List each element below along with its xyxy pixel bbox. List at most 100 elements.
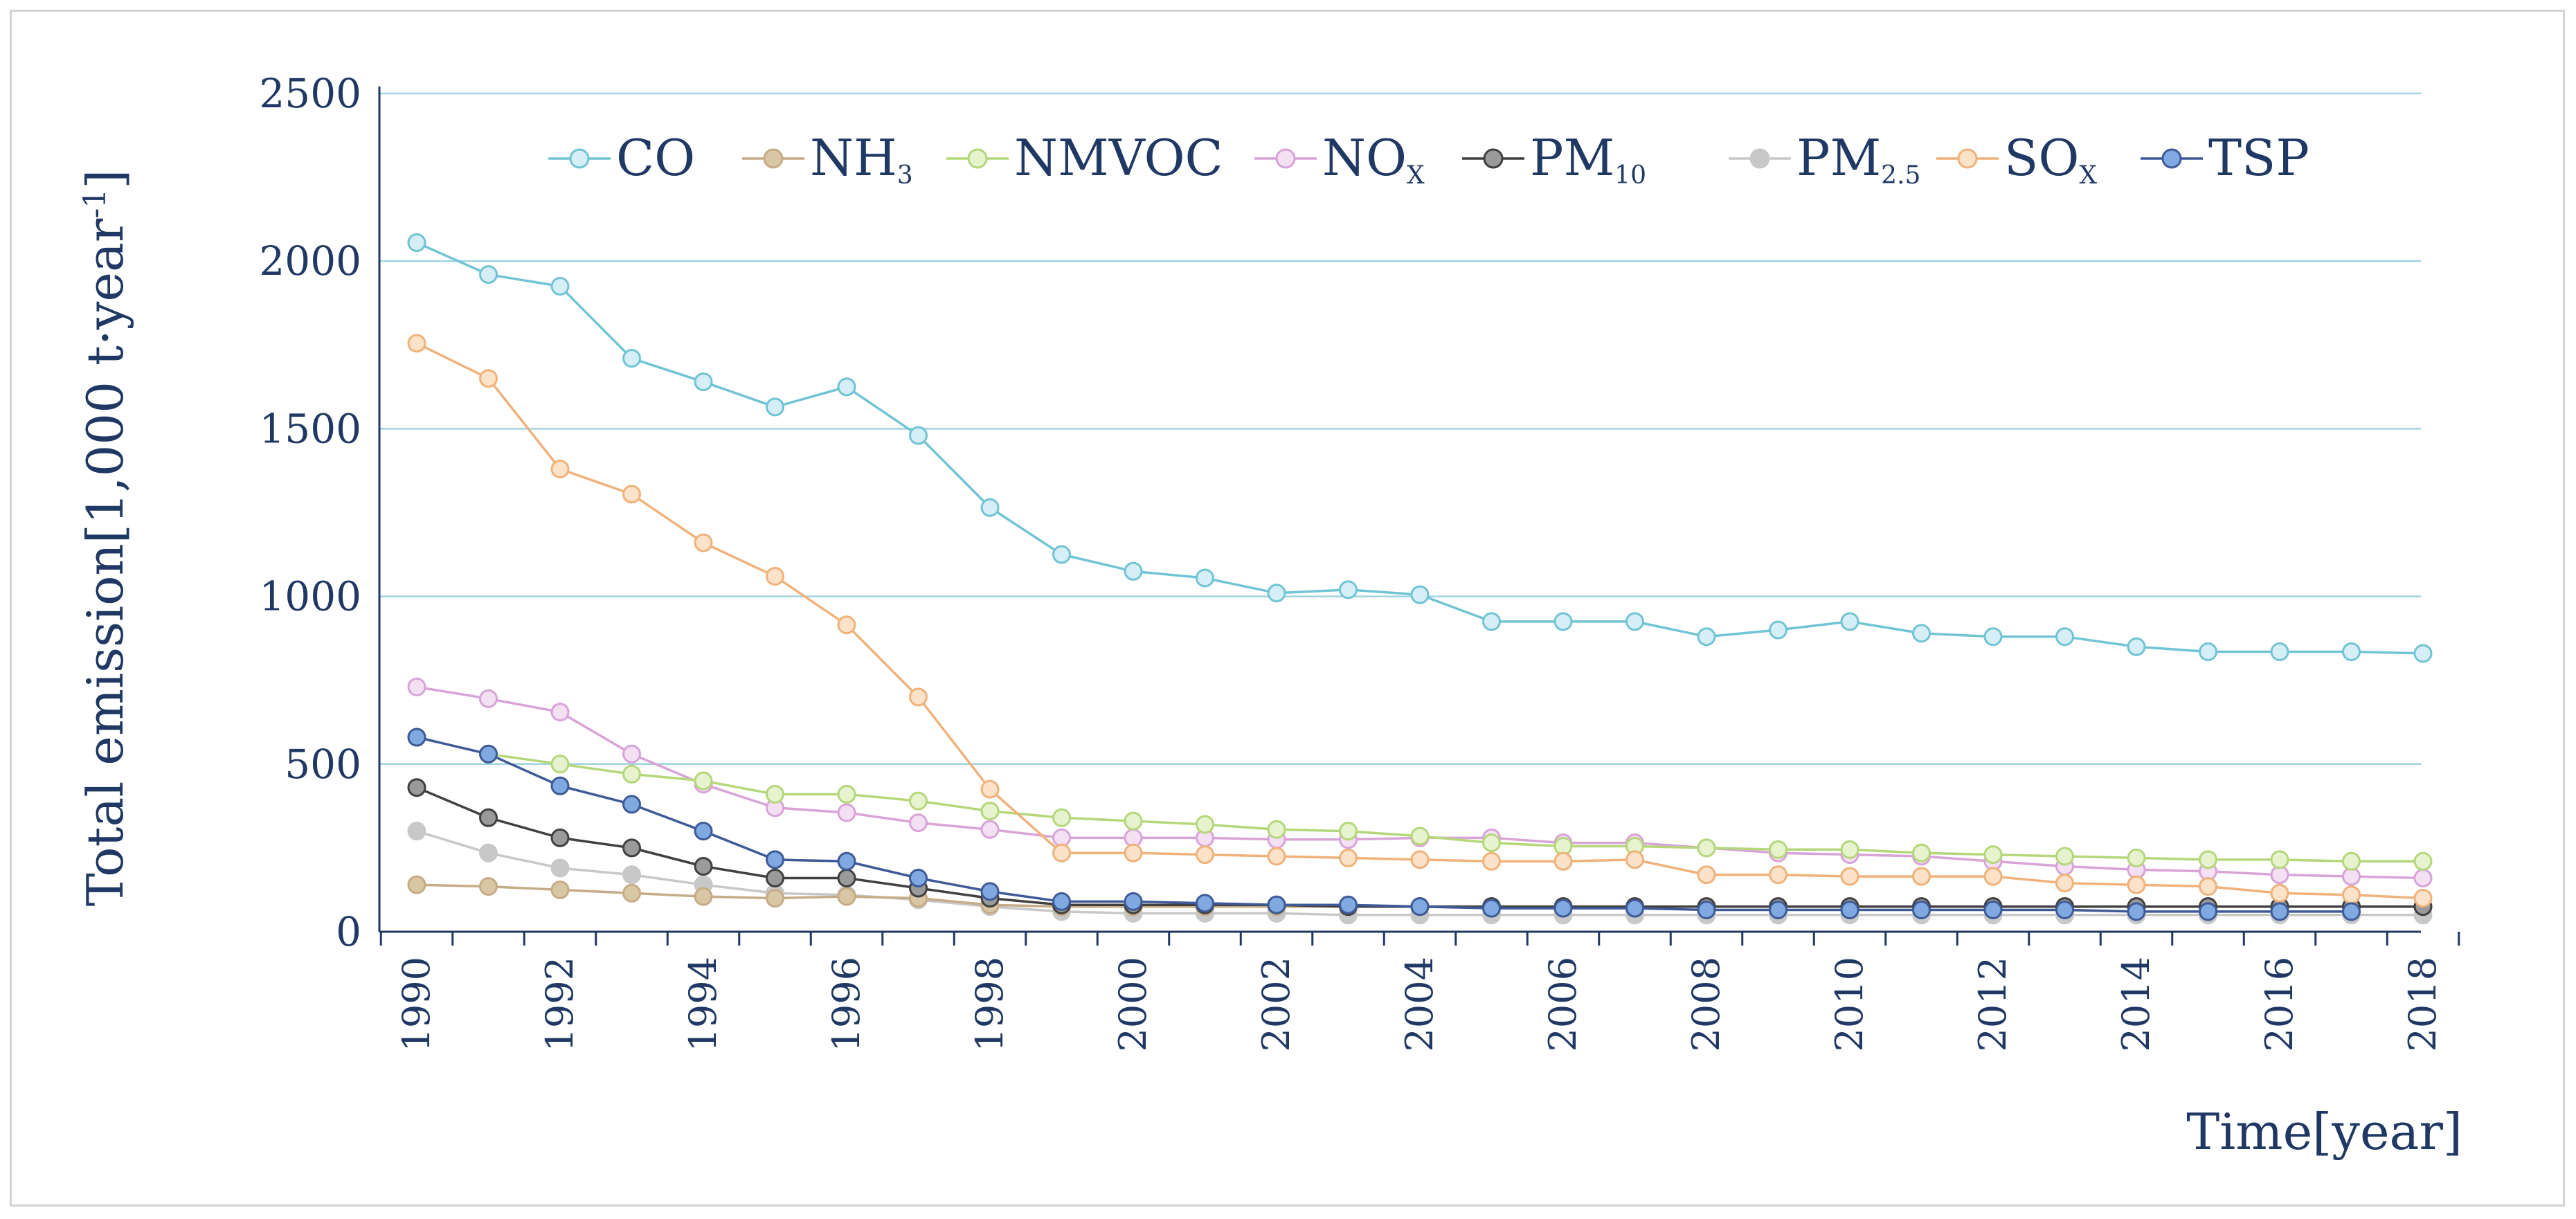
- legend-label-sub: X: [2079, 161, 2097, 190]
- legend-marker: [967, 148, 988, 169]
- data-point-nmvoc-2016: [2270, 850, 2289, 869]
- data-point-nmvoc-1998: [980, 802, 1000, 821]
- legend-marker: [569, 148, 590, 169]
- data-point-pm10-1992: [550, 828, 570, 847]
- data-point-sox-1992: [550, 460, 570, 479]
- data-point-tsp-2004: [1410, 897, 1430, 916]
- data-point-sox-2018: [2413, 889, 2433, 908]
- data-point-tsp-2014: [2127, 902, 2146, 921]
- data-point-nmvoc-1992: [550, 755, 570, 774]
- data-point-co-2007: [1625, 612, 1644, 631]
- data-point-nmvoc-2011: [1912, 843, 1931, 863]
- data-point-sox-2001: [1196, 845, 1214, 865]
- data-point-co-1998: [980, 498, 1000, 517]
- data-point-nmvoc-2002: [1267, 820, 1286, 839]
- data-point-sox-2009: [1769, 865, 1787, 885]
- x-tick-label-1994: 1994: [681, 957, 725, 1051]
- legend: CO NH3 NMVOC NOX PM10 PM2.5 SOX TSP: [548, 129, 2309, 190]
- data-point-pm10-1991: [479, 808, 498, 827]
- legend-label-main: CO: [616, 129, 695, 187]
- data-point-tsp-2015: [2199, 902, 2217, 921]
- legend-item-tsp: TSP: [2141, 129, 2309, 187]
- data-point-tsp-2011: [1912, 901, 1931, 920]
- data-point-nmvoc-1996: [837, 784, 856, 804]
- data-point-pm10-1993: [622, 838, 641, 858]
- gridlines: [379, 92, 2421, 766]
- data-point-nmvoc-2001: [1196, 815, 1214, 834]
- chart-frame: 0 500 1000 1500 2000 2500 1990 1992 1994 1996 1998…: [10, 10, 2565, 1207]
- data-point-co-1994: [694, 372, 713, 392]
- data-point-sox-2013: [2055, 874, 2074, 893]
- data-point-pm2-5-1991: [479, 843, 498, 863]
- data-point-nh3-1994: [694, 887, 713, 906]
- data-point-tsp-2005: [1482, 899, 1501, 918]
- x-tick-label-1990: 1990: [395, 957, 438, 1051]
- data-point-co-2004: [1410, 585, 1430, 604]
- data-point-sox-2003: [1339, 848, 1358, 867]
- data-point-nh3-1995: [766, 889, 784, 908]
- series-line-sox: [416, 342, 2424, 900]
- data-point-tsp-1991: [479, 744, 498, 764]
- data-point-tsp-1997: [909, 868, 928, 887]
- data-point-nmvoc-2010: [1840, 840, 1859, 859]
- legend-label-sub: X: [1407, 161, 1425, 190]
- data-point-tsp-1992: [550, 776, 570, 795]
- data-point-nmvoc-2003: [1339, 822, 1358, 841]
- data-point-tsp-2009: [1769, 901, 1787, 920]
- data-point-nh3-1996: [837, 887, 856, 906]
- y-axis-title-sup: -1: [78, 189, 113, 219]
- data-point-tsp-2006: [1553, 899, 1573, 918]
- data-point-tsp-2013: [2055, 901, 2074, 920]
- x-tick-label-2006: 2006: [1541, 957, 1585, 1051]
- data-point-co-2017: [2342, 642, 2361, 662]
- data-point-pm10-1996: [837, 868, 856, 887]
- data-point-pm10-1995: [766, 868, 784, 887]
- data-point-tsp-2003: [1339, 895, 1358, 914]
- data-point-sox-1996: [837, 615, 856, 635]
- data-point-nmvoc-1995: [766, 784, 784, 804]
- data-point-nox-1990: [407, 677, 426, 696]
- y-tick-label-1000: 1000: [259, 573, 361, 620]
- data-point-co-1993: [622, 349, 641, 368]
- legend-label-tsp: TSP: [2208, 129, 2309, 187]
- data-point-sox-2006: [1553, 851, 1573, 871]
- data-point-co-2003: [1339, 580, 1358, 599]
- x-tick-label-2004: 2004: [1398, 957, 1441, 1051]
- data-point-co-2012: [1983, 627, 2003, 647]
- data-point-nmvoc-2009: [1769, 840, 1787, 859]
- data-point-co-2005: [1482, 612, 1501, 631]
- data-point-tsp-1995: [766, 850, 784, 869]
- series-nmvoc: [407, 728, 2433, 871]
- legend-label-co: CO: [616, 129, 695, 187]
- y-tick-label-500: 500: [285, 741, 361, 788]
- legend-label-main: NMVOC: [1014, 129, 1223, 187]
- data-point-nox-1997: [909, 813, 928, 833]
- data-point-sox-2016: [2270, 883, 2289, 903]
- data-point-co-1990: [407, 233, 426, 253]
- legend-label-nmvoc: NMVOC: [1014, 129, 1223, 187]
- data-point-nh3-1993: [622, 883, 641, 903]
- emission-line-chart: 0 500 1000 1500 2000 2500 1990 1992 1994 1996 1998…: [76, 70, 2462, 1161]
- data-point-tsp-1996: [837, 851, 856, 871]
- x-tick-label-1996: 1996: [825, 957, 868, 1051]
- legend-label-pm10: PM10: [1530, 129, 1646, 190]
- data-point-co-1992: [550, 277, 570, 296]
- data-point-nmvoc-2004: [1410, 827, 1430, 846]
- data-point-sox-1999: [1052, 843, 1071, 863]
- data-point-co-2011: [1912, 624, 1931, 643]
- data-point-pm10-1994: [694, 857, 713, 876]
- legend-marker: [1483, 148, 1504, 169]
- data-point-co-1999: [1052, 545, 1071, 564]
- x-tick-label-2018: 2018: [2401, 957, 2444, 1051]
- legend-label-main: SO: [2004, 129, 2079, 187]
- data-point-nmvoc-2008: [1697, 838, 1716, 858]
- x-tick-label-2012: 2012: [1971, 957, 2015, 1051]
- data-point-tsp-1994: [694, 822, 713, 841]
- data-point-sox-2010: [1840, 867, 1859, 886]
- data-point-sox-2002: [1267, 847, 1286, 866]
- data-point-tsp-2002: [1267, 895, 1286, 914]
- y-tick-label-1500: 1500: [259, 405, 361, 452]
- legend-label-sub: 2.5: [1881, 161, 1920, 190]
- x-tick-label-2002: 2002: [1254, 957, 1298, 1051]
- data-point-co-2000: [1124, 561, 1143, 581]
